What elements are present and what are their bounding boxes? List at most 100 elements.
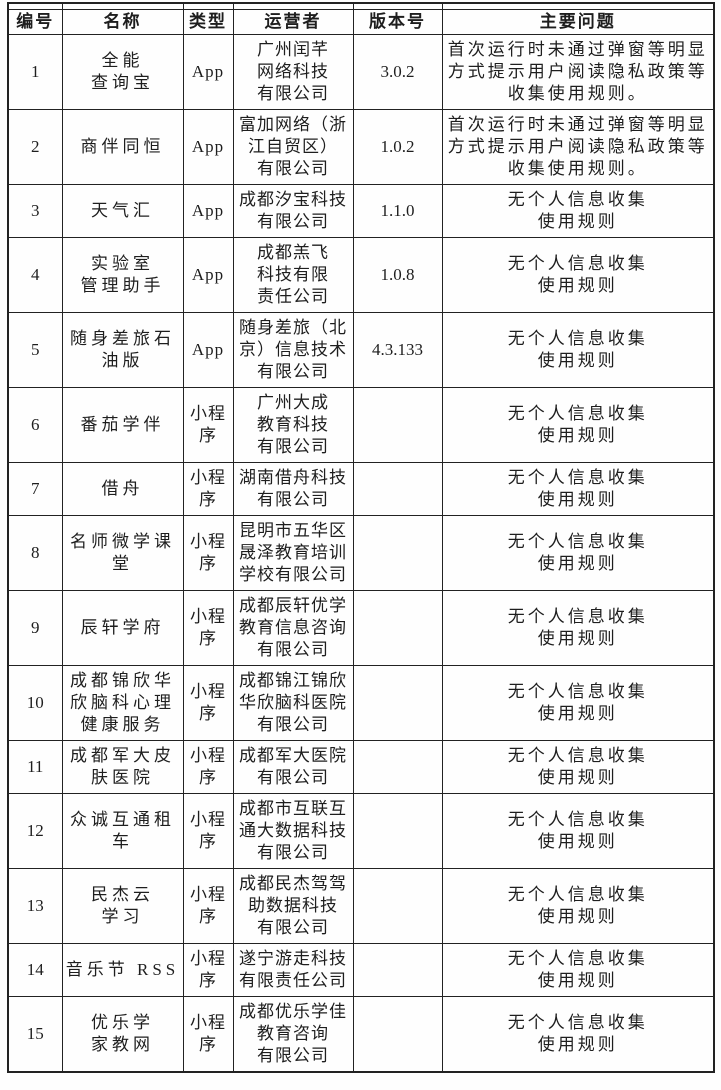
cell-type: App <box>182 312 234 388</box>
cell-type: App <box>182 109 234 185</box>
cell-operator: 随身差旅（北 京）信息技术 有限公司 <box>232 312 354 388</box>
cell-issue: 无个人信息收集 使用规则 <box>441 868 715 944</box>
cell-name: 民杰云 学习 <box>61 868 184 944</box>
cell-version <box>352 868 443 944</box>
cell-type: App <box>182 237 234 313</box>
header-type: 类型 <box>182 9 234 35</box>
cell-type: 小程 序 <box>182 387 234 463</box>
cell-issue: 无个人信息收集 使用规则 <box>441 237 715 313</box>
cell-number: 10 <box>7 665 63 741</box>
cell-operator: 成都优乐学佳 教育咨询 有限公司 <box>232 996 354 1073</box>
cell-number: 11 <box>7 740 63 794</box>
cell-issue: 无个人信息收集 使用规则 <box>441 996 715 1073</box>
cell-type: 小程 序 <box>182 793 234 869</box>
cell-version <box>352 943 443 997</box>
table-row: 1 全能 查询宝 App 广州闰芊 网络科技 有限公司 3.0.2 首次运行时未… <box>7 34 715 110</box>
cell-name: 全能 查询宝 <box>61 34 184 110</box>
cell-type: 小程 序 <box>182 740 234 794</box>
cell-version: 1.0.8 <box>352 237 443 313</box>
cell-number: 3 <box>7 184 63 238</box>
table-row: 2 商伴同恒 App 富加网络（浙 江自贸区） 有限公司 1.0.2 首次运行时… <box>7 109 715 185</box>
table-row: 5 随身差旅石 油版 App 随身差旅（北 京）信息技术 有限公司 4.3.13… <box>7 312 715 388</box>
cell-number: 9 <box>7 590 63 666</box>
cell-name: 商伴同恒 <box>61 109 184 185</box>
table-row: 12 众诚互通租 车 小程 序 成都市互联互 通大数据科技 有限公司 无个人信息… <box>7 793 715 869</box>
header-issue: 主要问题 <box>441 9 715 35</box>
table-row: 14 音乐节 RSS 小程 序 遂宁游走科技 有限责任公司 无个人信息收集 使用… <box>7 943 715 997</box>
cell-number: 13 <box>7 868 63 944</box>
cell-operator: 成都羔飞 科技有限 责任公司 <box>232 237 354 313</box>
header-version: 版本号 <box>352 9 443 35</box>
cell-version <box>352 665 443 741</box>
cell-version: 1.0.2 <box>352 109 443 185</box>
cell-operator: 成都军大医院 有限公司 <box>232 740 354 794</box>
cell-version <box>352 462 443 516</box>
cell-number: 6 <box>7 387 63 463</box>
cell-name: 名师微学课 堂 <box>61 515 184 591</box>
cell-name: 随身差旅石 油版 <box>61 312 184 388</box>
cell-issue: 无个人信息收集 使用规则 <box>441 462 715 516</box>
cell-number: 14 <box>7 943 63 997</box>
cell-type: 小程 序 <box>182 462 234 516</box>
cell-operator: 成都辰轩优学 教育信息咨询 有限公司 <box>232 590 354 666</box>
cell-number: 4 <box>7 237 63 313</box>
cell-issue: 无个人信息收集 使用规则 <box>441 184 715 238</box>
cell-operator: 广州大成 教育科技 有限公司 <box>232 387 354 463</box>
cell-version <box>352 740 443 794</box>
cell-number: 12 <box>7 793 63 869</box>
cell-name: 众诚互通租 车 <box>61 793 184 869</box>
cell-name: 实验室 管理助手 <box>61 237 184 313</box>
cell-number: 7 <box>7 462 63 516</box>
table-row: 15 优乐学 家教网 小程 序 成都优乐学佳 教育咨询 有限公司 无个人信息收集… <box>7 996 715 1073</box>
cell-operator: 成都民杰驾驾 助数据科技 有限公司 <box>232 868 354 944</box>
cell-issue: 无个人信息收集 使用规则 <box>441 590 715 666</box>
cell-type: 小程 序 <box>182 868 234 944</box>
cell-type: 小程 序 <box>182 996 234 1073</box>
header-row: 编号 名称 类型 运营者 版本号 主要问题 <box>7 9 715 35</box>
table-row: 7 借舟 小程 序 湖南借舟科技 有限公司 无个人信息收集 使用规则 <box>7 462 715 516</box>
cell-operator: 昆明市五华区 晟泽教育培训 学校有限公司 <box>232 515 354 591</box>
cell-number: 15 <box>7 996 63 1073</box>
cell-name: 成都军大皮 肤医院 <box>61 740 184 794</box>
cell-name: 优乐学 家教网 <box>61 996 184 1073</box>
cell-name: 辰轩学府 <box>61 590 184 666</box>
cell-type: 小程 序 <box>182 590 234 666</box>
table-row: 3 天气汇 App 成都汐宝科技 有限公司 1.1.0 无个人信息收集 使用规则 <box>7 184 715 238</box>
cell-operator: 成都汐宝科技 有限公司 <box>232 184 354 238</box>
table-row: 13 民杰云 学习 小程 序 成都民杰驾驾 助数据科技 有限公司 无个人信息收集… <box>7 868 715 944</box>
cell-operator: 成都锦江锦欣 华欣脑科医院 有限公司 <box>232 665 354 741</box>
cell-type: 小程 序 <box>182 665 234 741</box>
cell-number: 5 <box>7 312 63 388</box>
header-operator: 运营者 <box>232 9 354 35</box>
cell-version: 4.3.133 <box>352 312 443 388</box>
cell-operator: 湖南借舟科技 有限公司 <box>232 462 354 516</box>
header-name: 名称 <box>61 9 184 35</box>
table-row: 6 番茄学伴 小程 序 广州大成 教育科技 有限公司 无个人信息收集 使用规则 <box>7 387 715 463</box>
cell-number: 8 <box>7 515 63 591</box>
cell-issue: 无个人信息收集 使用规则 <box>441 665 715 741</box>
cell-name: 借舟 <box>61 462 184 516</box>
cell-issue: 无个人信息收集 使用规则 <box>441 312 715 388</box>
cell-operator: 广州闰芊 网络科技 有限公司 <box>232 34 354 110</box>
cell-version: 3.0.2 <box>352 34 443 110</box>
cell-issue: 无个人信息收集 使用规则 <box>441 793 715 869</box>
cell-number: 2 <box>7 109 63 185</box>
cell-issue: 无个人信息收集 使用规则 <box>441 943 715 997</box>
cell-name: 音乐节 RSS <box>61 943 184 997</box>
table-row: 10 成都锦欣华 欣脑科心理 健康服务 小程 序 成都锦江锦欣 华欣脑科医院 有… <box>7 665 715 741</box>
app-violation-table: 编号 名称 类型 运营者 版本号 主要问题 1 全能 查询宝 App 广州闰芊 … <box>7 2 715 1073</box>
table-row: 4 实验室 管理助手 App 成都羔飞 科技有限 责任公司 1.0.8 无个人信… <box>7 237 715 313</box>
cell-type: 小程 序 <box>182 943 234 997</box>
cell-version <box>352 515 443 591</box>
cell-issue: 首次运行时未通过弹窗等明显 方式提示用户阅读隐私政策等 收集使用规则。 <box>441 109 715 185</box>
table-row: 11 成都军大皮 肤医院 小程 序 成都军大医院 有限公司 无个人信息收集 使用… <box>7 740 715 794</box>
cell-version <box>352 590 443 666</box>
cell-version <box>352 996 443 1073</box>
cell-type: App <box>182 34 234 110</box>
cell-operator: 富加网络（浙 江自贸区） 有限公司 <box>232 109 354 185</box>
table-row: 9 辰轩学府 小程 序 成都辰轩优学 教育信息咨询 有限公司 无个人信息收集 使… <box>7 590 715 666</box>
cell-operator: 遂宁游走科技 有限责任公司 <box>232 943 354 997</box>
cell-type: App <box>182 184 234 238</box>
cell-type: 小程 序 <box>182 515 234 591</box>
